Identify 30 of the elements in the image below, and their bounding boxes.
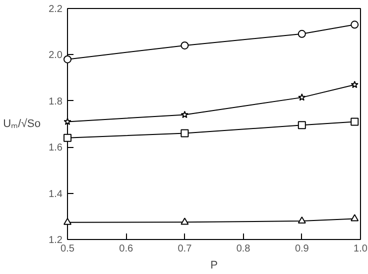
x-tick-label: 0.6: [119, 244, 134, 254]
point: [64, 134, 72, 142]
y-tick-label: 1.4: [48, 188, 63, 200]
point: [180, 41, 189, 50]
y-tick-label: 1.2: [48, 235, 63, 246]
x-tick-label: 0.8: [236, 244, 251, 254]
point: [298, 121, 306, 130]
point: [298, 93, 306, 101]
point: [350, 118, 359, 126]
point: [298, 30, 306, 38]
point: [350, 20, 359, 29]
point: [64, 55, 72, 64]
point: [64, 218, 72, 225]
x-tick-label: 0.7: [178, 244, 192, 254]
x-axis-title: P: [210, 260, 218, 272]
y-axis-title: Uₘ/√So: [3, 118, 41, 130]
point: [298, 216, 306, 224]
y-tick-label: 2.0: [48, 50, 63, 62]
y-tick-label: 1.8: [48, 96, 63, 108]
point: [180, 218, 189, 225]
point: [180, 129, 189, 138]
point: [64, 118, 72, 126]
y-tick-label: 1.6: [48, 142, 63, 154]
x-tick-label: 0.9: [294, 244, 310, 254]
point: [350, 80, 358, 88]
point: [350, 214, 359, 222]
y-tick-label: 2.2: [48, 4, 63, 15]
point: [180, 110, 189, 118]
x-tick-label: 0.5: [60, 244, 75, 254]
x-tick-label: 1.0: [354, 244, 368, 254]
